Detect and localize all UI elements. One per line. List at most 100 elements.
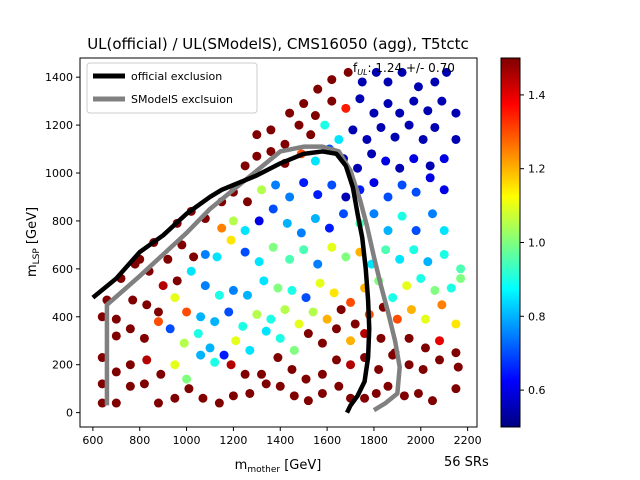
data-point: [301, 374, 311, 384]
x-tick-label: 800: [129, 434, 150, 447]
data-point: [163, 254, 173, 264]
data-point: [397, 211, 407, 221]
data-point: [266, 314, 276, 324]
data-point: [374, 364, 384, 374]
data-point: [125, 324, 135, 334]
data-point: [186, 266, 196, 276]
data-point: [430, 285, 440, 295]
data-point: [226, 235, 236, 245]
data-point: [395, 163, 405, 173]
data-point: [254, 257, 264, 267]
data-point: [299, 99, 309, 109]
data-markers: [97, 67, 466, 408]
data-point: [252, 151, 262, 161]
data-point: [170, 393, 180, 403]
data-point: [294, 319, 304, 329]
data-point: [252, 130, 262, 140]
y-tick-label: 200: [52, 359, 73, 372]
smodels-exclusion-line: [104, 144, 402, 413]
data-point: [369, 108, 379, 118]
data-point: [165, 324, 175, 334]
data-point: [210, 317, 220, 327]
data-point: [196, 312, 206, 322]
data-point: [327, 180, 337, 190]
data-point: [196, 350, 206, 360]
data-point: [261, 326, 271, 336]
data-point: [285, 192, 295, 202]
data-point: [430, 122, 440, 132]
data-point: [437, 96, 447, 106]
data-point: [285, 254, 295, 264]
data-point: [317, 338, 327, 348]
data-point: [245, 345, 255, 355]
data-point: [395, 108, 405, 118]
data-point: [125, 360, 135, 370]
y-axis-ticks: 0 200 400 600 800 1000 1200 1400: [45, 71, 80, 420]
data-point: [346, 336, 356, 346]
data-point: [409, 96, 419, 106]
exclusion-lines: [91, 144, 402, 414]
data-point: [329, 288, 339, 298]
data-point: [336, 305, 346, 315]
data-point: [346, 297, 356, 307]
data-point: [257, 185, 267, 195]
data-point: [266, 146, 276, 156]
data-point: [383, 99, 393, 109]
data-point: [371, 388, 381, 398]
data-point: [97, 379, 107, 389]
data-point: [158, 281, 168, 291]
data-point: [257, 369, 267, 379]
data-point: [451, 134, 461, 144]
data-point: [153, 307, 163, 317]
data-point: [111, 331, 121, 341]
data-point: [327, 96, 337, 106]
f-ul-annotation: fUL: 1.24 +/- 0.70: [353, 61, 455, 77]
data-point: [97, 312, 107, 322]
data-point: [275, 333, 285, 343]
data-point: [320, 120, 330, 130]
data-point: [317, 369, 327, 379]
data-point: [331, 324, 341, 334]
data-point: [170, 293, 180, 303]
data-point: [420, 314, 430, 324]
data-point: [409, 245, 419, 255]
data-point: [439, 185, 449, 195]
data-point: [348, 125, 358, 135]
data-point: [451, 384, 461, 394]
data-point: [425, 161, 435, 171]
data-point: [156, 369, 166, 379]
colorbar-tick-label: 1.2: [528, 163, 546, 176]
data-point: [240, 226, 250, 236]
data-point: [341, 103, 351, 113]
data-point: [395, 254, 405, 264]
data-point: [357, 77, 367, 87]
data-point: [261, 379, 271, 389]
data-point: [296, 228, 306, 238]
data-point: [271, 180, 281, 190]
data-point: [334, 381, 344, 391]
data-point: [383, 381, 393, 391]
data-point: [315, 278, 325, 288]
data-point: [353, 163, 363, 173]
data-point: [427, 396, 437, 406]
signal-regions-count: 56 SRs: [444, 455, 489, 470]
data-point: [404, 333, 414, 343]
data-point: [383, 77, 393, 87]
data-point: [184, 384, 194, 394]
data-point: [268, 242, 278, 252]
data-point: [404, 120, 414, 130]
data-point: [404, 360, 414, 370]
data-point: [416, 273, 426, 283]
y-tick-label: 1200: [45, 119, 73, 132]
data-point: [224, 307, 234, 317]
data-point: [451, 348, 461, 358]
data-point: [383, 226, 393, 236]
data-point: [240, 247, 250, 257]
data-point: [303, 396, 313, 406]
data-point: [226, 360, 236, 370]
legend-label-official: official exclusion: [131, 70, 222, 83]
data-point: [200, 281, 210, 291]
data-point: [210, 357, 220, 367]
data-point: [350, 319, 360, 329]
